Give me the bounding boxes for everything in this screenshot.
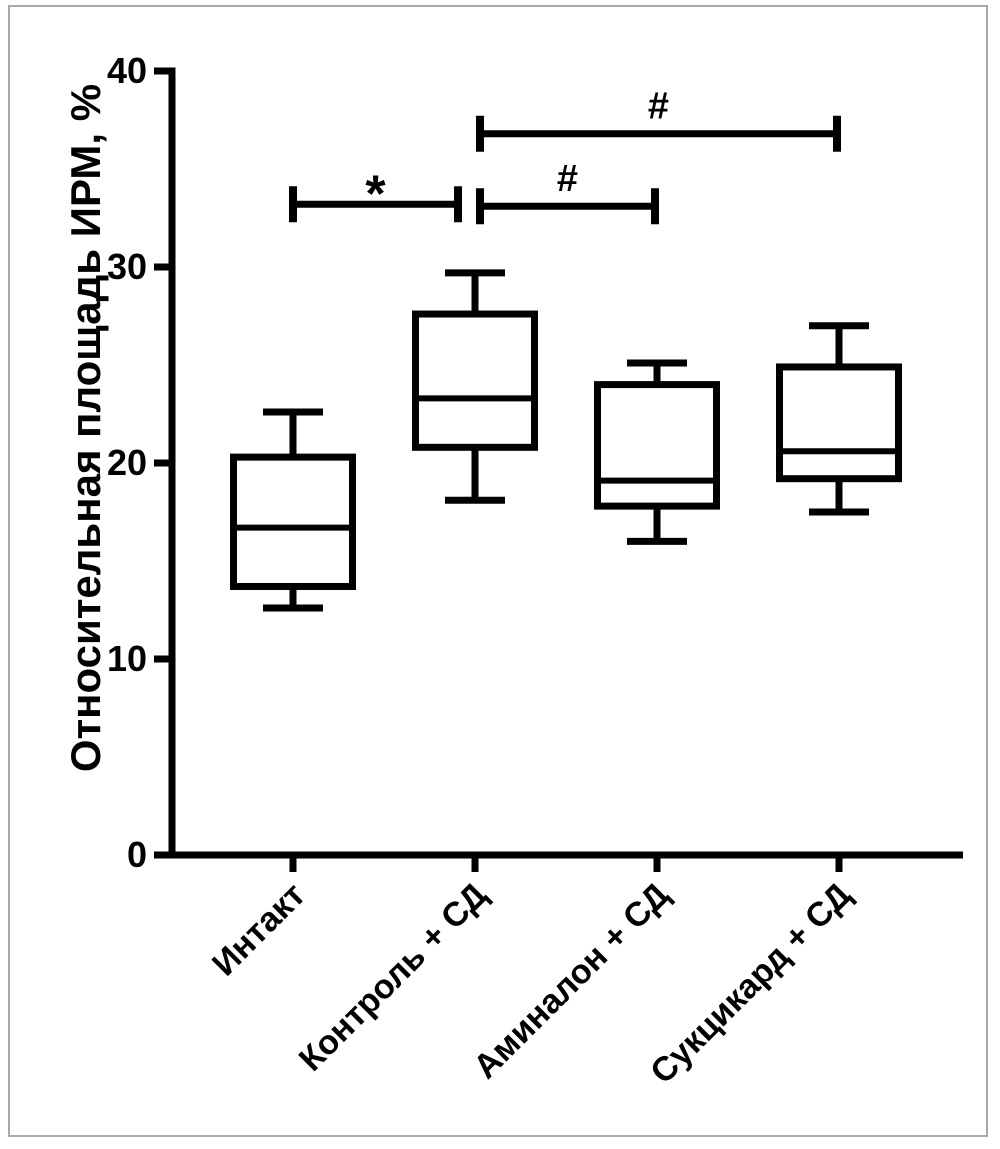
y-axis-tick-label: 20 [107, 442, 147, 483]
box-iqr [594, 381, 720, 510]
significance-label: * [365, 165, 386, 223]
x-axis-category-label: Интакт [205, 876, 313, 984]
significance-label: # [557, 158, 578, 200]
x-axis-category-label: Контроль + СД [292, 876, 495, 1079]
box-iqr [776, 363, 902, 483]
box-iqr [412, 310, 538, 451]
y-axis-tick-label: 10 [107, 638, 147, 679]
y-axis-tick-label: 30 [107, 246, 147, 287]
significance-label: # [648, 86, 669, 128]
y-axis-tick-label: 0 [127, 834, 147, 875]
box-iqr [230, 453, 356, 590]
x-axis-category-label: Сукцикард + СД [643, 876, 859, 1092]
y-axis-tick-label: 40 [107, 50, 147, 91]
x-axis-category-label: Аминалон + СД [466, 876, 676, 1086]
y-axis-title: Относительная площадь ИРМ, % [62, 84, 109, 772]
